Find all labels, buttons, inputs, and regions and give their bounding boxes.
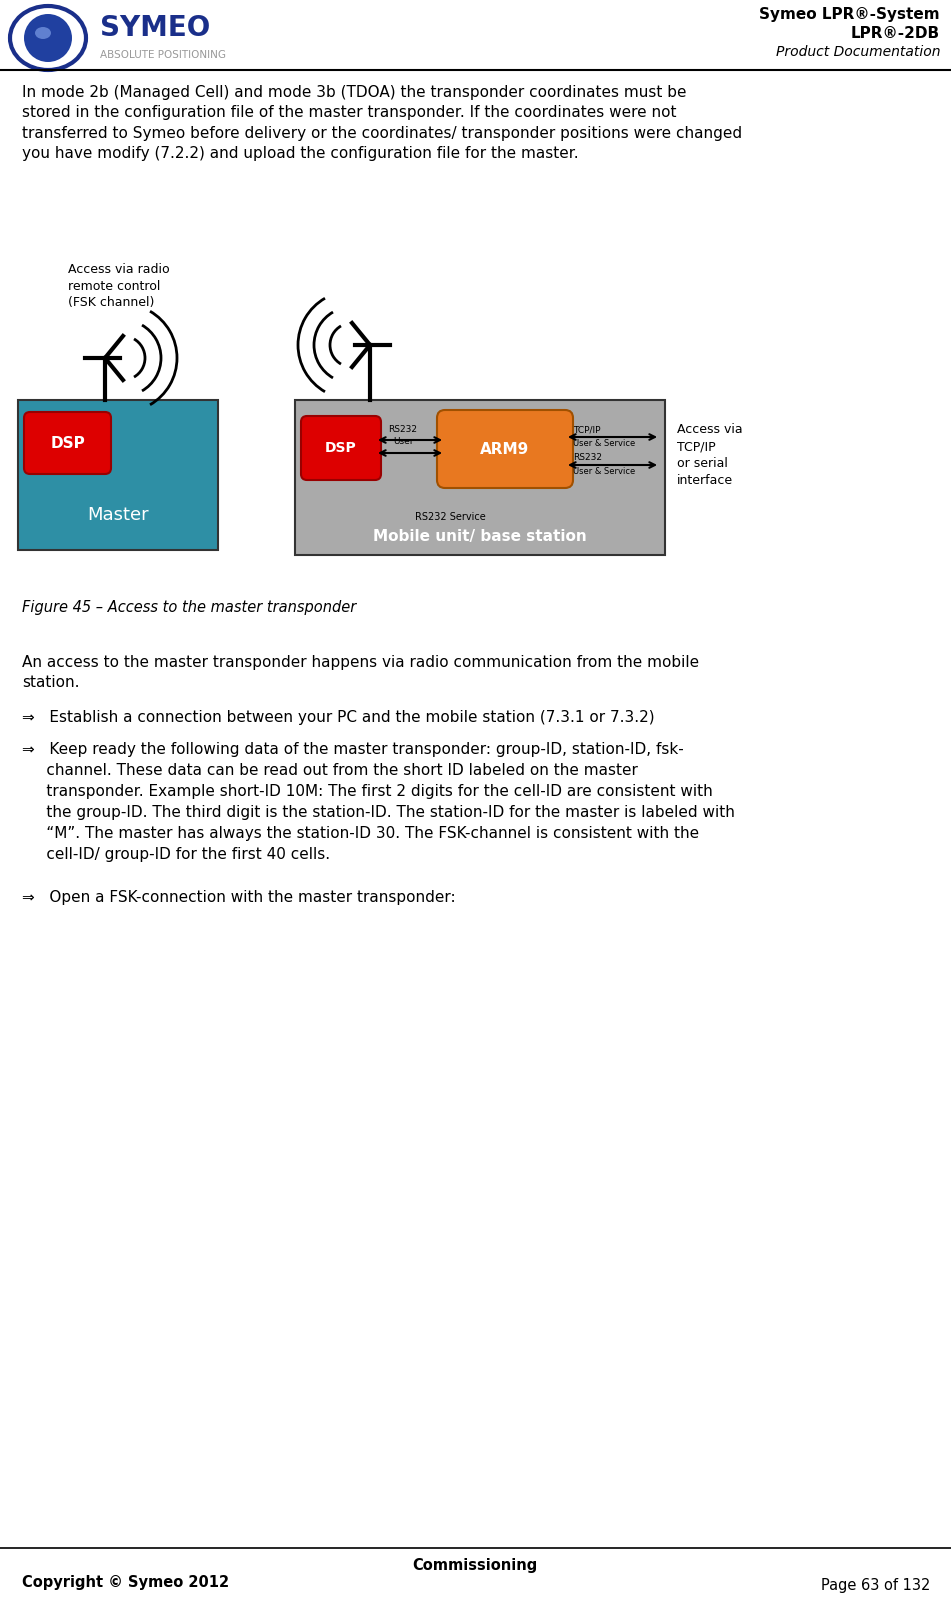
Text: channel. These data can be read out from the short ID labeled on the master: channel. These data can be read out from… — [22, 762, 638, 778]
Text: Product Documentation: Product Documentation — [775, 45, 940, 59]
Text: Symeo LPR®-System: Symeo LPR®-System — [760, 8, 940, 22]
Text: cell-ID/ group-ID for the first 40 cells.: cell-ID/ group-ID for the first 40 cells… — [22, 847, 330, 861]
Text: User & Service: User & Service — [573, 439, 635, 449]
Text: ⇒   Open a FSK-connection with the master transponder:: ⇒ Open a FSK-connection with the master … — [22, 890, 456, 904]
Text: transponder. Example short-ID 10M: The first 2 digits for the cell-ID are consis: transponder. Example short-ID 10M: The f… — [22, 785, 712, 799]
Text: SYMEO: SYMEO — [100, 14, 210, 42]
Text: Page 63 of 132: Page 63 of 132 — [821, 1577, 930, 1593]
Text: DSP: DSP — [325, 441, 357, 455]
FancyBboxPatch shape — [437, 411, 573, 487]
Text: “M”. The master has always the station-ID 30. The FSK-channel is consistent with: “M”. The master has always the station-I… — [22, 826, 699, 841]
Text: User & Service: User & Service — [573, 468, 635, 476]
Text: Commissioning: Commissioning — [413, 1558, 537, 1572]
Text: In mode 2b (Managed Cell) and mode 3b (TDOA) the transponder coordinates must be: In mode 2b (Managed Cell) and mode 3b (T… — [22, 85, 742, 161]
Text: the group-ID. The third digit is the station-ID. The station-ID for the master i: the group-ID. The third digit is the sta… — [22, 805, 735, 820]
Text: DSP: DSP — [50, 436, 85, 451]
Text: RS232: RS232 — [389, 425, 417, 435]
Text: Figure 45 – Access to the master transponder: Figure 45 – Access to the master transpo… — [22, 599, 357, 615]
Circle shape — [24, 14, 72, 62]
Text: RS232: RS232 — [573, 454, 602, 462]
Text: Master: Master — [87, 507, 148, 524]
FancyBboxPatch shape — [295, 400, 665, 555]
Text: ABSOLUTE POSITIONING: ABSOLUTE POSITIONING — [100, 50, 226, 61]
FancyBboxPatch shape — [24, 412, 111, 475]
Text: Mobile unit/ base station: Mobile unit/ base station — [373, 529, 587, 545]
Text: ⇒   Establish a connection between your PC and the mobile station (7.3.1 or 7.3.: ⇒ Establish a connection between your PC… — [22, 710, 654, 725]
Text: TCP/IP: TCP/IP — [573, 425, 600, 435]
Text: Access via
TCP/IP
or serial
interface: Access via TCP/IP or serial interface — [677, 423, 743, 487]
Text: LPR®-2DB: LPR®-2DB — [851, 26, 940, 40]
Text: Copyright © Symeo 2012: Copyright © Symeo 2012 — [22, 1576, 229, 1590]
Ellipse shape — [35, 27, 51, 38]
Text: Access via radio
remote control
(FSK channel): Access via radio remote control (FSK cha… — [68, 264, 169, 308]
FancyBboxPatch shape — [18, 400, 218, 550]
Text: ⇒   Keep ready the following data of the master transponder: group-ID, station-I: ⇒ Keep ready the following data of the m… — [22, 741, 684, 757]
Text: ARM9: ARM9 — [480, 441, 530, 457]
Text: RS232 Service: RS232 Service — [415, 511, 485, 523]
Text: An access to the master transponder happens via radio communication from the mob: An access to the master transponder happ… — [22, 655, 699, 690]
Text: User: User — [393, 438, 414, 446]
FancyBboxPatch shape — [301, 415, 381, 479]
